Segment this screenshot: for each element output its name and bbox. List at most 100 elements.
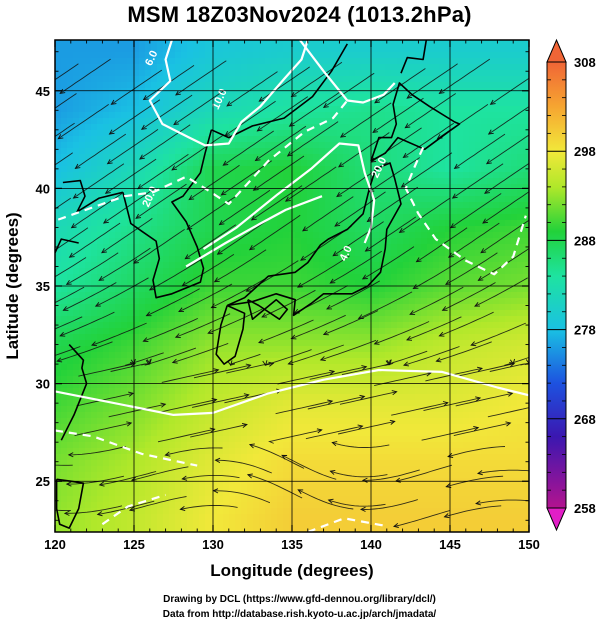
streamline-arrow [406,335,413,341]
streamline-arrow [334,221,341,227]
streamline [455,392,513,407]
streamline [135,183,187,219]
streamline-arrow [31,310,36,314]
streamline-arrow [181,475,188,481]
streamline [64,505,123,514]
streamline [446,475,504,488]
streamline-arrow [37,258,42,262]
streamline-arrow [331,441,338,447]
streamline [334,191,386,227]
streamline-arrow [243,393,250,399]
streamline-arrow [218,220,225,226]
streamline [365,216,417,252]
streamline [281,454,337,480]
streamline [393,510,451,527]
streamline-arrow [286,151,293,157]
streamline-arrow [209,427,216,433]
streamline [413,257,466,289]
coastline [370,82,461,162]
streamline-arrow [67,452,74,458]
streamline-arrow [470,341,477,347]
streamline-arrow [106,159,113,165]
streamline-arrow [68,252,75,258]
streamline [445,252,498,285]
streamline-arrow [415,257,422,263]
streamline-arrow [338,162,344,168]
x-tick-label: 150 [518,537,540,552]
streamline [131,466,189,481]
streamline-arrow [480,248,487,254]
streamline-arrow [361,274,368,280]
streamline-arrow [300,255,306,261]
streamline [187,194,238,230]
streamline-arrow [65,481,72,487]
streamline [188,164,240,200]
streamline-arrow [245,363,252,369]
coastlines [55,40,461,529]
streamline [291,314,346,340]
streamline-arrow [327,498,334,504]
streamline [442,282,496,311]
streamline [436,341,492,362]
streamline-arrow [245,286,252,292]
coastline [211,43,348,139]
streamline [55,227,89,251]
streamline [76,392,134,407]
streamline [448,222,500,258]
y-tick-label: 30 [36,377,50,392]
streamline-arrow [476,470,483,476]
streamline [423,397,481,412]
streamline [452,163,504,199]
streamline-arrow [489,99,496,105]
contour-label: 4.0 [338,244,355,263]
colorbar-tick-label: 308 [574,55,596,70]
colorbar-tick-label: 268 [574,412,596,427]
streamline-arrow [404,123,411,129]
streamline [482,191,529,224]
streamline-arrow [128,391,135,397]
streamline-arrow [473,426,480,432]
streamline [182,474,240,480]
streamline [161,369,219,383]
coastline [122,129,213,299]
streamline [66,475,124,485]
streamline [178,283,233,313]
streamline-arrow [178,307,184,313]
streamline [192,394,249,408]
streamline [447,446,506,458]
streamline-arrow [374,98,380,104]
colorbar-tick-label: 298 [574,144,596,159]
streamline-arrow [226,101,233,107]
streamline [98,247,151,281]
contour-line [55,429,198,467]
streamline [287,121,339,157]
streamline [251,185,303,221]
coastline [400,40,428,74]
streamline [208,308,263,334]
streamline-arrow [128,506,135,512]
streamline-arrow [398,227,405,233]
colorbar-extend-max [546,38,567,63]
streamline [180,504,238,510]
streamline [264,349,312,366]
streamline [182,254,235,287]
coastline [215,304,246,365]
streamline-arrow [184,254,191,260]
streamline-arrow [482,218,489,224]
streamline-arrow [104,188,111,194]
streamline [338,420,395,435]
streamline-arrow [447,452,454,458]
streamline [255,125,307,161]
streamline-arrow [98,481,105,487]
streamline-arrow [56,357,63,363]
streamline [362,469,420,481]
streamline-arrow [261,312,268,318]
streamline [504,356,529,366]
colorbar-tick-label: 278 [574,323,596,338]
streamline-arrow [57,134,64,140]
streamline [309,366,367,380]
streamline [416,227,468,263]
x-tick-label: 140 [360,537,382,552]
streamline [302,196,354,232]
streamline [444,505,502,518]
